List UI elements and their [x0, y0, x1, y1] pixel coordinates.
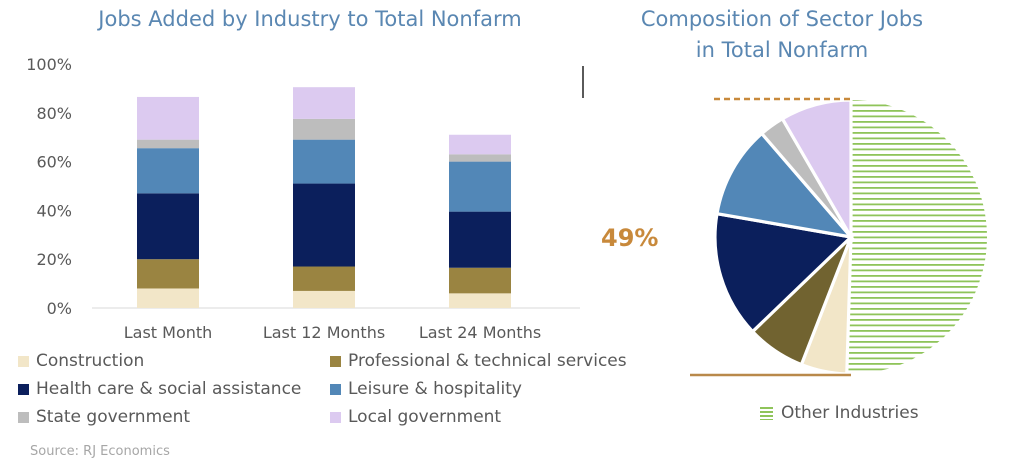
y-tick-label: 100%	[26, 55, 72, 74]
x-tick-label: Last Month	[124, 323, 213, 342]
legend-label: Construction	[36, 351, 145, 371]
legend-item: Leisure & hospitality	[330, 378, 650, 400]
source-note: Source: RJ Economics	[30, 444, 170, 459]
legend-swatch	[18, 411, 29, 423]
bar-chart-title: Jobs Added by Industry to Total Nonfarm	[98, 7, 522, 31]
bar-segment	[449, 161, 511, 212]
bar-segment	[137, 259, 199, 289]
legend-swatch	[18, 355, 29, 367]
pie-chart-legend: Other Industries	[760, 403, 919, 423]
legend-swatch	[330, 383, 341, 395]
pie-slice-other	[846, 100, 988, 374]
bar-segment	[137, 139, 199, 149]
bar-chart: 0% 20% 40% 60% 80% 100% Last Month Last 12 Mont…	[26, 55, 580, 342]
legend-item: State government	[18, 406, 330, 428]
y-tick-label: 60%	[36, 153, 72, 172]
pie-chart	[690, 97, 988, 377]
legend-swatch	[18, 383, 29, 395]
x-tick-label: Last 12 Months	[263, 323, 385, 342]
y-tick-label: 0%	[47, 299, 72, 318]
bar-segment	[449, 267, 511, 294]
legend-item: Local government	[330, 406, 650, 428]
bar-segment	[293, 183, 355, 267]
bar-segment	[293, 290, 355, 308]
bar-segment	[449, 211, 511, 268]
legend-label: Leisure & hospitality	[348, 379, 522, 399]
pie-annotation-percent: 49%	[601, 224, 659, 252]
bar-segment	[293, 118, 355, 140]
bar-segment	[449, 154, 511, 162]
pie-slice	[713, 211, 855, 334]
pie-title-line-1: Composition of Sector Jobs	[640, 7, 924, 31]
y-tick-label: 20%	[36, 250, 72, 269]
legend-swatch	[330, 355, 341, 367]
pie-chart-title: Composition of Sector Jobs in Total Nonf…	[612, 4, 952, 66]
legend-item: Professional & technical services	[330, 350, 650, 372]
bar-segment	[137, 96, 199, 140]
bar-segment	[137, 193, 199, 260]
pie-slice	[715, 131, 856, 240]
bar-segment	[137, 288, 199, 308]
legend-swatch	[330, 411, 341, 423]
legend-label: Local government	[348, 407, 502, 427]
bar-segment	[293, 266, 355, 291]
pie-legend-label: Other Industries	[781, 403, 919, 423]
hatch-swatch-icon	[760, 406, 773, 420]
pie-slice	[780, 98, 853, 243]
bar-chart-legend: Construction Professional & technical ser…	[18, 350, 658, 428]
legend-label: Health care & social assistance	[36, 379, 302, 399]
legend-label: Professional & technical services	[348, 351, 627, 371]
bar-segment	[293, 87, 355, 119]
legend-label: State government	[36, 407, 191, 427]
legend-item: Construction	[18, 350, 330, 372]
legend-item: Health care & social assistance	[18, 378, 330, 400]
bar-segment	[449, 293, 511, 308]
x-tick-label: Last 24 Months	[419, 323, 541, 342]
bar-segment	[137, 148, 199, 194]
bar-segment	[293, 139, 355, 184]
y-tick-label: 40%	[36, 201, 72, 220]
pie-title-line-2: in Total Nonfarm	[695, 38, 869, 62]
bar-segment	[449, 134, 511, 155]
y-tick-label: 80%	[36, 104, 72, 123]
